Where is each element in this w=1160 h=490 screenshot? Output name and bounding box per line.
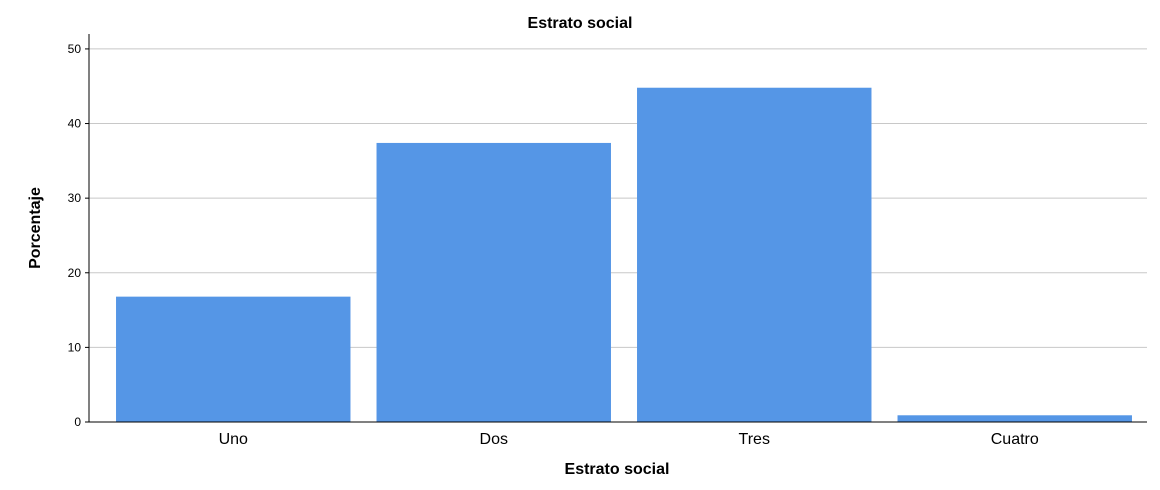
x-tick-label: Tres	[739, 431, 770, 448]
y-tick-label: 0	[74, 415, 81, 429]
x-tick-label: Dos	[480, 431, 508, 448]
x-axis-label: Estrato social	[565, 461, 670, 478]
y-tick-labels: 0 10 20 30 40 50	[68, 42, 89, 429]
axes	[88, 34, 1147, 423]
y-tick-label: 20	[68, 266, 82, 280]
x-tick-labels: Uno Dos Tres Cuatro	[219, 431, 1039, 448]
gridlines	[89, 48, 1147, 348]
y-axis-label: Porcentaje	[27, 187, 44, 269]
y-tick-label: 50	[68, 42, 82, 56]
x-tick-label: Uno	[219, 431, 248, 448]
bar-tres	[637, 87, 872, 422]
bar-cuatro	[897, 415, 1132, 422]
bar-dos	[376, 142, 611, 422]
x-tick-label: Cuatro	[991, 431, 1039, 448]
y-tick-label: 40	[68, 117, 82, 131]
bars	[116, 87, 1132, 422]
y-tick-label: 30	[68, 191, 82, 205]
y-tick-label: 10	[68, 340, 82, 354]
bar-uno	[116, 296, 351, 422]
chart-title: Estrato social	[528, 15, 633, 32]
